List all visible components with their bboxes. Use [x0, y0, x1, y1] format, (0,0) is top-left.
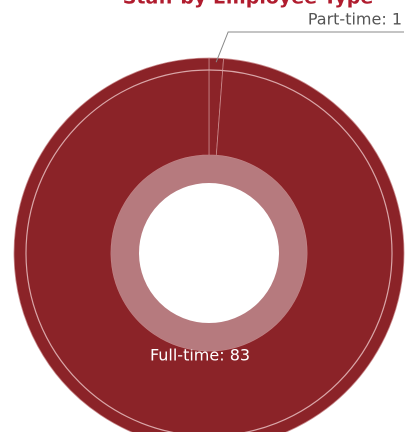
slice-label: Full-time: 83	[150, 346, 250, 365]
leader-line	[215, 31, 404, 63]
slice-label: Part-time: 1	[308, 10, 402, 29]
slice	[13, 57, 405, 432]
chart-title: Staff by Employee Type	[123, 0, 374, 9]
inner-outline	[25, 69, 393, 432]
inner-ring	[111, 155, 307, 351]
